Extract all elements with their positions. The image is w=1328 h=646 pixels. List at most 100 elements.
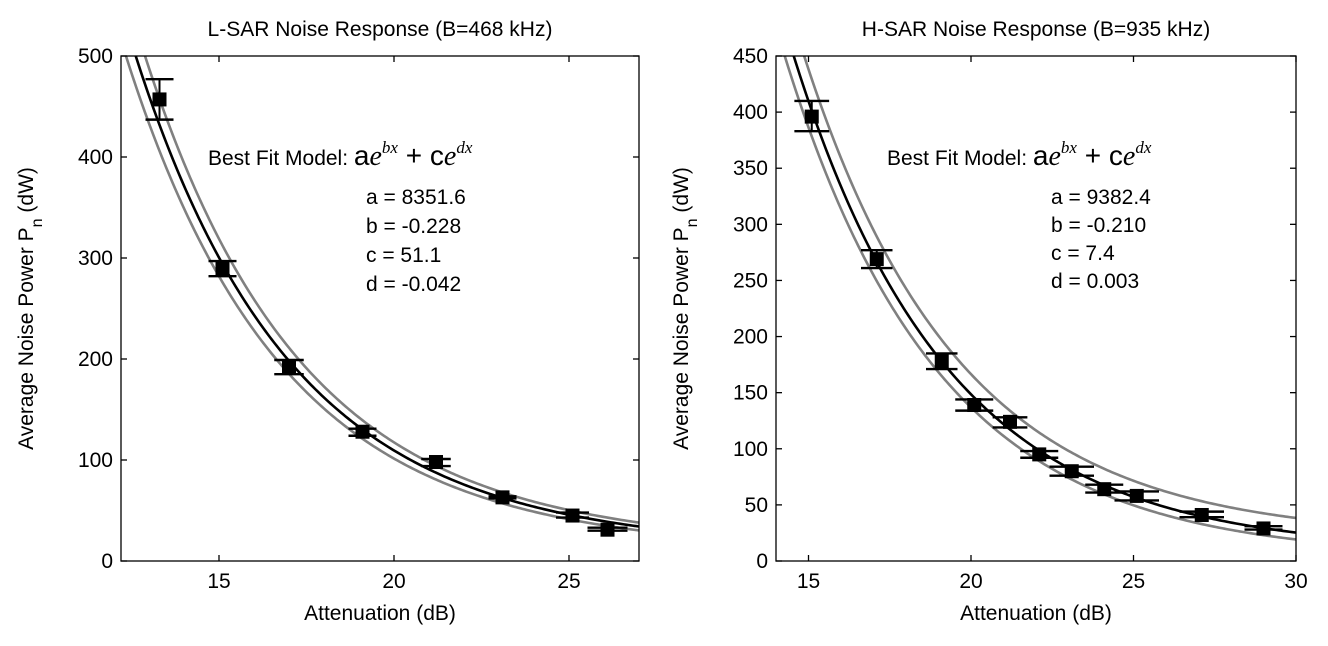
model-param: b = -0.210 [1051, 214, 1146, 237]
y-tick-label: 350 [733, 157, 768, 180]
data-marker [600, 522, 615, 537]
data-marker [429, 455, 443, 470]
chart-h-sar: H-SAR Noise Response (B=935 kHz) 15 20 25 30… [670, 18, 1308, 625]
data-point [1179, 507, 1224, 522]
plot-frame [120, 55, 640, 562]
data-point [1049, 464, 1094, 479]
model-equation: Best Fit Model: aebx + cedx [887, 138, 1152, 172]
lower-bound-curve [124, 56, 639, 532]
data-point [861, 248, 893, 270]
y-axis-label-subscript: n [29, 218, 46, 227]
eq-plus: + [398, 140, 430, 171]
model-param: a = 8351.6 [366, 186, 466, 209]
model-param: d = -0.042 [366, 273, 461, 296]
y-axis-label-main: Average Noise Power P [15, 227, 38, 450]
y-tick-label: 0 [101, 550, 113, 573]
eq-coef-c: c [1109, 140, 1123, 171]
data-point [1244, 521, 1283, 536]
data-marker [355, 424, 370, 439]
data-marker [1097, 482, 1112, 497]
chart-l-sar: L-SAR Noise Response (B=468 kHz) 15 20 25 0 1… [15, 18, 640, 625]
y-tick-label: 200 [78, 348, 113, 371]
eq-e: e [1048, 141, 1060, 172]
y-axis-label-unit: (dW) [670, 167, 693, 218]
model-param: a = 9382.4 [1051, 186, 1151, 209]
x-axis-label: Attenuation (dB) [960, 602, 1112, 625]
y-tick-label: 300 [78, 247, 113, 270]
data-marker [1194, 507, 1209, 522]
data-point [421, 455, 451, 470]
y-tick-label: 100 [733, 438, 768, 461]
data-marker [1032, 447, 1047, 462]
chart-title: L-SAR Noise Response (B=468 kHz) [208, 18, 553, 41]
data-marker [1003, 414, 1017, 429]
eq-plus: + [1077, 140, 1109, 171]
data-point [274, 358, 304, 376]
model-label: Best Fit Model: [887, 147, 1033, 170]
y-tick-label: 100 [78, 449, 113, 472]
y-tick-label: 150 [733, 382, 768, 405]
data-marker [869, 252, 884, 267]
data-point [992, 414, 1028, 429]
data-point [1020, 447, 1059, 462]
x-tick-label: 20 [382, 570, 405, 593]
data-marker [1129, 488, 1144, 503]
lower-bound-curve [783, 56, 1296, 541]
data-point [587, 522, 628, 537]
data-marker [282, 360, 296, 375]
data-marker [565, 508, 580, 523]
data-point [955, 398, 994, 413]
best-fit-curve [134, 56, 639, 528]
data-marker [804, 109, 819, 124]
y-axis-label-main: Average Noise Power P [670, 227, 693, 450]
data-point [348, 424, 377, 439]
data-point [556, 508, 589, 523]
eq-exp-bx: bx [1061, 138, 1078, 157]
model-param: b = -0.228 [366, 215, 461, 238]
x-tick-label: 25 [557, 570, 580, 593]
y-tick-label: 400 [78, 146, 113, 169]
data-point [1114, 488, 1159, 503]
eq-e: e [1123, 141, 1135, 172]
eq-exp-dx: dx [1135, 138, 1152, 157]
upper-bound-curve [802, 56, 1296, 520]
data-marker [215, 261, 230, 276]
y-tick-label: 50 [745, 494, 768, 517]
y-axis-label-subscript: n [684, 218, 701, 227]
x-tick-label: 15 [207, 570, 230, 593]
eq-exp-dx: dx [456, 138, 473, 157]
data-marker [934, 354, 949, 369]
model-param: c = 51.1 [366, 244, 441, 267]
model-equation: Best Fit Model: aebx + cedx [208, 138, 473, 172]
y-tick-label: 250 [733, 269, 768, 292]
y-axis-label: Average Noise Power Pn (dW) [15, 167, 46, 450]
y-tick-label: 400 [733, 101, 768, 124]
data-marker [495, 490, 510, 505]
data-marker [1256, 521, 1271, 536]
y-axis-label: Average Noise Power Pn (dW) [670, 167, 701, 450]
x-tick-label: 15 [797, 570, 820, 593]
eq-coef-c: c [430, 140, 444, 171]
x-tick-label: 25 [1122, 570, 1145, 593]
model-label: Best Fit Model: [208, 147, 354, 170]
eq-coef-a: a [1033, 140, 1049, 171]
model-param: c = 7.4 [1051, 242, 1115, 265]
eq-e: e [369, 141, 381, 172]
data-point [145, 78, 174, 121]
y-tick-label: 0 [756, 550, 768, 573]
eq-exp-bx: bx [382, 138, 399, 157]
data-point [488, 490, 517, 505]
data-marker [1064, 464, 1079, 479]
data-point [926, 352, 958, 371]
y-tick-label: 300 [733, 213, 768, 236]
eq-e: e [444, 141, 456, 172]
model-param: d = 0.003 [1051, 270, 1139, 293]
upper-bound-curve [143, 56, 639, 524]
plot-frame [775, 55, 1297, 562]
data-marker [152, 92, 167, 107]
chart-title: H-SAR Noise Response (B=935 kHz) [862, 18, 1210, 41]
y-axis-label-unit: (dW) [15, 167, 38, 218]
y-tick-label: 450 [733, 45, 768, 68]
fit-curves [124, 56, 639, 532]
